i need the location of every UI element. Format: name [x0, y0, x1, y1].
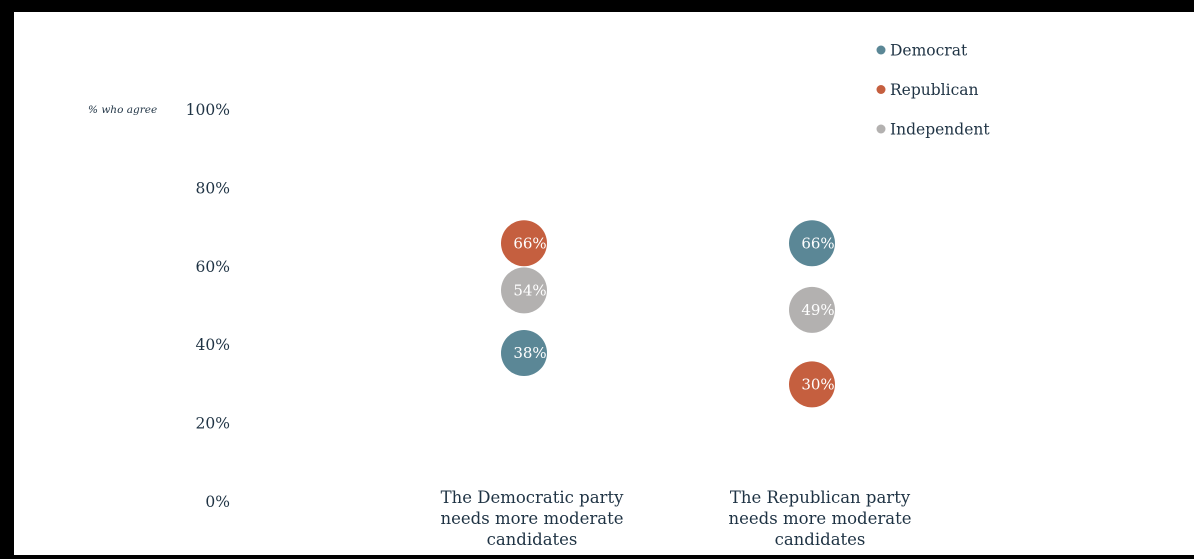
x-category-line: candidates — [487, 530, 578, 549]
y-axis-ticks: 0% 20% 40% 60% 80% 100% — [186, 101, 230, 511]
legend-label: Independent — [890, 121, 990, 139]
data-points: 38% 66% 66% 30% 54% 49% — [501, 220, 835, 408]
y-tick-label: 0% — [205, 493, 230, 511]
x-category-label: The Democratic party needs more moderate c… — [441, 488, 625, 549]
x-category-line: candidates — [775, 530, 866, 549]
legend-marker — [876, 124, 886, 134]
data-label: 54% — [513, 281, 546, 299]
data-point — [789, 286, 835, 333]
x-category-line: The Republican party — [730, 488, 911, 507]
chart-panel: % who agree 0% 20% 40% 60% 80% 100% 38% 66% 66%… — [14, 12, 1194, 555]
y-tick-label: 80% — [196, 179, 230, 197]
legend-marker — [876, 45, 886, 55]
data-point — [501, 267, 547, 314]
legend: Democrat Republican Independent — [876, 42, 990, 139]
x-category-line: needs more moderate — [729, 509, 912, 528]
y-tick-label: 40% — [196, 336, 230, 354]
x-category-line: needs more moderate — [441, 509, 624, 528]
data-point — [501, 220, 547, 267]
data-label: 49% — [801, 301, 834, 319]
data-label: 30% — [801, 375, 834, 393]
dot-chart: % who agree 0% 20% 40% 60% 80% 100% 38% 66% 66%… — [88, 42, 990, 550]
y-tick-label: 20% — [196, 415, 230, 433]
data-label: 66% — [801, 234, 834, 252]
data-label: 66% — [513, 234, 546, 252]
y-tick-label: 60% — [196, 258, 230, 276]
y-axis-label: % who agree — [88, 104, 157, 116]
legend-marker — [876, 85, 886, 94]
y-tick-label: 100% — [186, 101, 230, 119]
legend-label: Democrat — [890, 42, 968, 60]
data-label: 38% — [513, 344, 546, 362]
x-category-line: The Democratic party — [441, 488, 624, 507]
data-point — [789, 220, 835, 267]
x-axis-categories: The Democratic party needs more moderate c… — [441, 488, 912, 549]
x-category-label: The Republican party needs more moderate c… — [729, 488, 912, 549]
data-point — [501, 330, 547, 377]
legend-label: Republican — [890, 81, 979, 99]
data-point — [789, 361, 835, 408]
